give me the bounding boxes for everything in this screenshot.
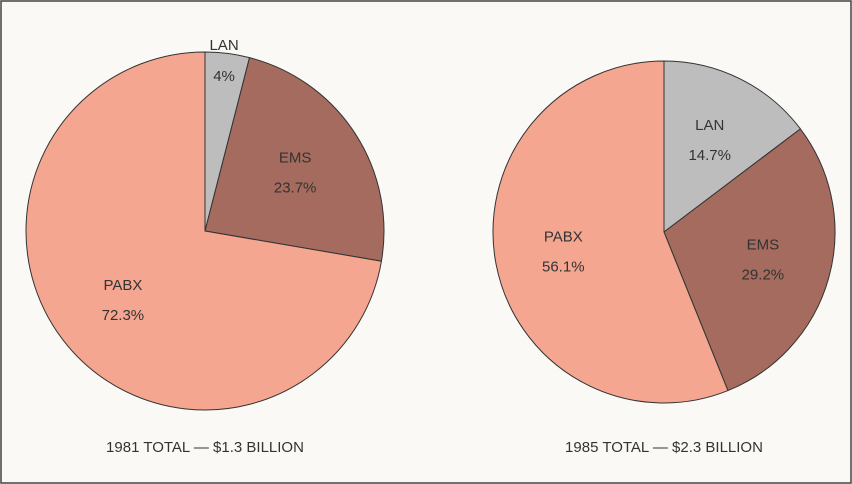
pie-slice [663,128,836,392]
chart-title: 1985 TOTAL — $2.3 BILLION [565,439,763,456]
slice-label: PABX [103,277,142,294]
slice-label: EMS [747,236,780,253]
slice-label: LAN [695,117,724,134]
slice-value: 4% [213,68,235,85]
slice-label: EMS [279,150,312,167]
pie-slice [204,57,385,262]
pie-slice [25,51,383,411]
slice-label: PABX [544,229,583,246]
slice-value: 72.3% [102,307,145,324]
slice-value: 23.7% [274,180,317,197]
pie-slice [492,60,729,404]
chart-title: 1981 TOTAL — $1.3 BILLION [106,439,304,456]
slice-value: 29.2% [742,266,785,283]
slice-value: 56.1% [542,259,585,276]
pie-slice [663,60,802,234]
slice-label: LAN [209,37,238,54]
slice-value: 14.7% [688,147,731,164]
